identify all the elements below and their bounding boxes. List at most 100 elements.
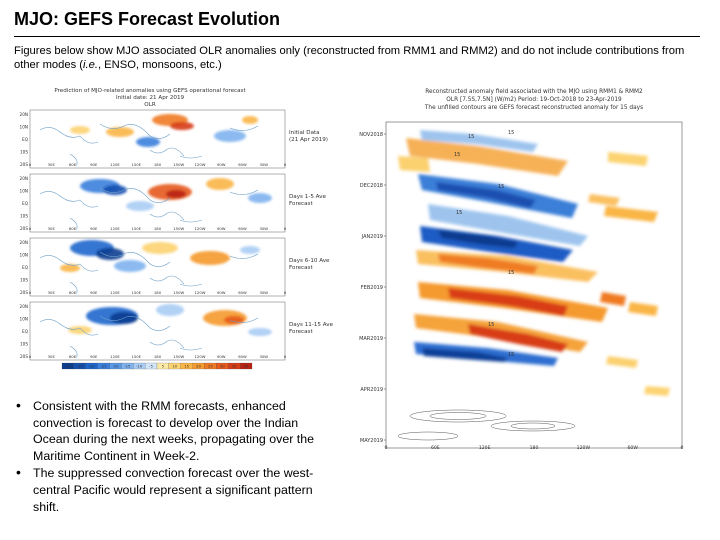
colorbar-label: 10 (172, 364, 177, 369)
lon-tick: 120E (110, 162, 120, 167)
date-label: NOV2018 (359, 132, 383, 138)
date-label: MAR2019 (359, 336, 383, 342)
panel-label: Forecast (289, 265, 313, 271)
colorbar-label: 25 (208, 364, 213, 369)
lon-tick: 90E (90, 290, 98, 295)
anomaly-blob (68, 326, 92, 334)
lon-tick: 60W (238, 290, 247, 295)
subtitle-ie: i.e. (83, 59, 98, 71)
coastlines (39, 187, 259, 231)
anomaly-blob (136, 137, 160, 147)
lon-label: 120E (479, 445, 491, 451)
anomaly-blob (114, 260, 146, 272)
lon-tick: 180 (154, 354, 162, 359)
left-fig-title-3: OLR (144, 102, 156, 108)
anomaly-blob (190, 251, 230, 265)
lon-tick: 90E (90, 226, 98, 231)
lon-tick: 180 (154, 162, 162, 167)
lon-tick: 120E (110, 290, 120, 295)
bullet-text: Consistent with the RMM forecasts, enhan… (33, 399, 315, 463)
subtitle-text-b: , ENSO, monsoons, etc.) (97, 59, 222, 71)
anomaly-blob (224, 316, 244, 324)
lat-tick: 10S (20, 214, 28, 219)
lat-tick: 10N (20, 253, 28, 258)
lon-tick: 0 (29, 162, 32, 167)
colorbar-label: 5 (162, 364, 165, 369)
lon-tick: 150E (131, 354, 141, 359)
lon-label: 0 (681, 445, 684, 451)
lon-tick: 90W (217, 290, 226, 295)
lon-tick: 150W (173, 162, 184, 167)
lon-tick: 60W (238, 354, 247, 359)
lon-tick: 0 (29, 354, 32, 359)
lon-label: 180 (530, 445, 539, 451)
lat-tick: EQ (22, 265, 29, 270)
lon-tick: 150E (131, 290, 141, 295)
contour-label: 15 (508, 130, 514, 136)
coastlines (39, 315, 259, 359)
lon-tick: 60W (238, 226, 247, 231)
colorbar-label: -20 (112, 364, 119, 369)
lon-tick: 180 (154, 290, 162, 295)
lon-tick: 90W (217, 354, 226, 359)
right-fig-title-1: Reconstructed anomaly field associated w… (425, 89, 643, 95)
lat-tick: 10S (20, 342, 28, 347)
panel-label: Days 1-5 Ave (289, 194, 326, 200)
coastlines (39, 123, 259, 167)
lon-tick: 180 (154, 226, 162, 231)
lon-label: 60E (431, 445, 440, 451)
lon-tick: 60E (69, 354, 77, 359)
anomaly-blob (126, 201, 154, 211)
panel-label: Days 11-15 Ave (289, 322, 334, 328)
lon-tick: 150W (173, 290, 184, 295)
date-label: APR2019 (360, 387, 383, 393)
colorbar-label: 20 (196, 364, 201, 369)
lat-tick: 20N (20, 304, 28, 309)
lat-tick: 10N (20, 125, 28, 130)
bullet-text: The suppressed convection forecast over … (33, 466, 314, 514)
contour-label: 15 (498, 184, 504, 190)
anomaly-blob (156, 304, 184, 316)
lon-tick: 90E (90, 162, 98, 167)
title-rule (14, 36, 700, 37)
lat-tick: 20S (20, 290, 28, 295)
anomaly-blob (170, 122, 194, 130)
bullet-list: • Consistent with the RMM forecasts, enha… (14, 397, 334, 516)
bullet-dot: • (16, 397, 21, 413)
lon-tick: 60W (238, 162, 247, 167)
lat-tick: 20N (20, 240, 28, 245)
bullet-item: • Consistent with the RMM forecasts, enha… (14, 397, 334, 464)
forecast-contours (397, 409, 576, 441)
anomaly-shading (60, 240, 260, 272)
lon-tick: 150E (131, 162, 141, 167)
slide-title: MJO: GEFS Forecast Evolution (14, 9, 281, 29)
contour-label: 15 (508, 270, 514, 276)
lon-tick: 30W (259, 290, 268, 295)
date-label: DEC2018 (360, 183, 383, 189)
anomaly-blob (248, 328, 272, 336)
lon-label: 0 (385, 445, 388, 451)
lon-tick: 150W (173, 226, 184, 231)
contour-label: 15 (456, 210, 462, 216)
panel-label: (21 Apr 2019) (289, 137, 328, 143)
slide-subtitle: Figures below show MJO associated OLR an… (14, 44, 704, 72)
lon-tick: 30W (259, 354, 268, 359)
colorbar-label: -40 (65, 364, 72, 369)
panel-label: Initial Data (289, 130, 320, 136)
colorbar-label: -10 (136, 364, 143, 369)
colorbar-label: 35 (232, 364, 237, 369)
anomaly-blob (103, 185, 127, 195)
lon-tick: 30E (48, 226, 56, 231)
panel-label: Forecast (289, 329, 313, 335)
lon-tick: 0 (29, 290, 32, 295)
lon-tick: 150W (173, 354, 184, 359)
lat-tick: 10S (20, 278, 28, 283)
lon-tick: 90W (217, 162, 226, 167)
colorbar: -40 -35 -30 -25 -20 -15 -10 -5 5 10 15 20 25 30 35 40 (61, 362, 253, 370)
lon-tick: 120E (110, 226, 120, 231)
date-label: JAN2019 (361, 234, 383, 240)
lat-tick: 10S (20, 150, 28, 155)
